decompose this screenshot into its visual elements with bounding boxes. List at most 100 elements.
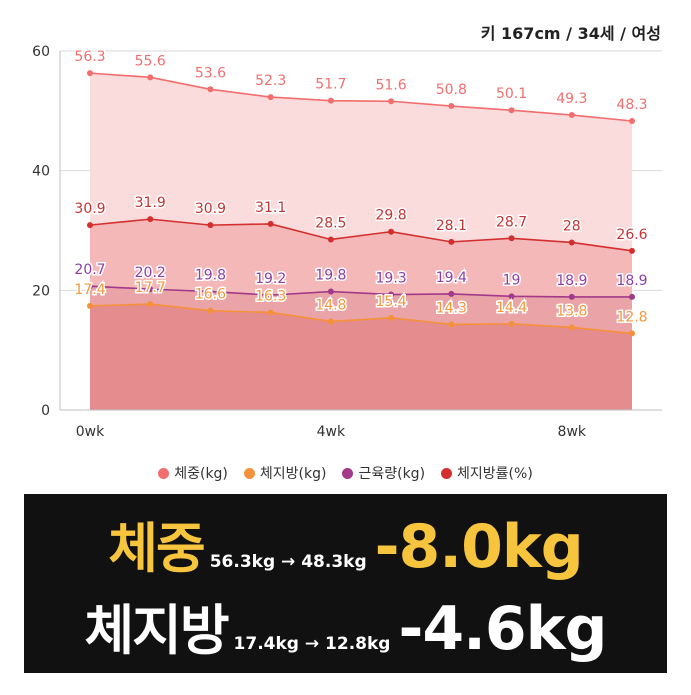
fat-summary-label: 체지방 (84, 599, 229, 662)
data-point (448, 238, 455, 245)
data-label: 14.4 (496, 300, 527, 316)
data-label: 20.2 (135, 265, 166, 281)
legend-item-body-fat: 체지방(kg) (243, 463, 327, 483)
data-label: 53.6 (195, 65, 226, 81)
data-label: 19.3 (376, 271, 407, 287)
data-point (448, 103, 455, 110)
weight-summary-range: 56.3kg → 48.3kg (209, 552, 367, 572)
data-point (327, 288, 334, 295)
data-label: 17.7 (135, 280, 166, 296)
series-line-1 (89, 218, 633, 252)
legend-label: 체지방(kg) (259, 466, 327, 482)
data-point (147, 74, 154, 81)
legend-label: 체중(kg) (174, 466, 228, 482)
data-point (508, 107, 515, 114)
summary-panel: 체중 56.3kg → 48.3kg -8.0kg 체지방 17.4kg → 1… (24, 494, 667, 673)
data-label: 14.8 (315, 297, 346, 313)
data-point (568, 112, 575, 119)
data-point (448, 321, 455, 328)
data-point (327, 97, 334, 104)
data-point (267, 220, 274, 227)
data-label: 48.3 (616, 97, 647, 113)
chart-subtitle: 키 167cm / 34세 / 여성 (480, 24, 661, 43)
legend-dot-icon (243, 467, 255, 479)
data-label: 28 (563, 218, 581, 234)
data-label: 30.9 (195, 201, 226, 217)
data-label: 28.5 (315, 215, 346, 231)
weight-summary-label: 체중 (108, 517, 205, 580)
legend-item-muscle: 근육량(kg) (342, 463, 425, 483)
x-tick-label: 0wk (76, 424, 105, 440)
data-label: 55.6 (135, 53, 166, 69)
data-point (87, 302, 93, 309)
y-tick-label: 40 (32, 164, 50, 180)
fat-summary-row: 체지방 17.4kg → 12.8kg -4.6kg (24, 586, 667, 665)
data-label: 18.9 (556, 273, 587, 289)
legend-item-weight: 체중(kg) (158, 463, 228, 483)
data-point (448, 290, 455, 297)
data-point (267, 94, 274, 101)
data-point (327, 236, 334, 243)
data-point (508, 293, 515, 300)
legend-label: 근육량(kg) (358, 466, 426, 482)
data-label: 28.1 (436, 218, 467, 234)
data-label: 17.4 (74, 282, 105, 298)
data-label: 18.9 (616, 273, 647, 289)
data-point (629, 118, 635, 125)
legend-item-body-fat-percent: 체지방률(%) (441, 463, 533, 483)
legend-dot-icon (342, 467, 354, 479)
data-label: 52.3 (255, 73, 286, 89)
data-point (568, 293, 575, 300)
data-label: 19 (503, 272, 521, 288)
fat-summary-delta: -4.6kg (398, 594, 607, 664)
x-tick-label: 8wk (558, 424, 587, 440)
data-point (508, 235, 515, 242)
data-point (388, 228, 395, 235)
data-label: 19.8 (315, 268, 346, 284)
chart-legend: 체중(kg) 체지방(kg) 근육량(kg) 체지방률(%) (0, 463, 691, 483)
data-point (207, 86, 214, 93)
legend-dot-icon (441, 467, 453, 479)
data-point (388, 314, 395, 321)
weight-summary-delta: -8.0kg (374, 512, 584, 582)
data-label: 19.4 (436, 270, 467, 286)
data-point (629, 330, 635, 337)
series-line-0 (89, 72, 633, 122)
body-composition-chart: 0 20 40 60 56.3 55.6 53.6 52.3 51.7 51.6 50.8 50.1 4… (32, 44, 662, 440)
data-label: 31.1 (255, 200, 286, 216)
data-label: 30.9 (74, 201, 105, 217)
data-point (327, 318, 334, 325)
data-label: 15.4 (376, 294, 407, 310)
data-label: 16.3 (255, 288, 286, 304)
data-label: 26.6 (616, 227, 647, 243)
data-point (388, 291, 395, 298)
data-label: 51.6 (376, 77, 407, 93)
area-fill-series-3 (90, 304, 632, 410)
data-label: 49.3 (556, 91, 587, 107)
fat-summary-range: 17.4kg → 12.8kg (233, 634, 391, 654)
legend-label: 체지방률(%) (457, 466, 533, 482)
data-point (267, 309, 274, 316)
data-point (87, 222, 93, 229)
data-label: 12.8 (616, 309, 647, 325)
data-point (508, 320, 515, 327)
data-point (629, 293, 635, 300)
data-point (568, 239, 575, 246)
data-label: 28.7 (496, 214, 527, 230)
data-label: 50.1 (496, 86, 527, 102)
data-point (87, 70, 93, 77)
data-point (147, 216, 154, 223)
data-point (207, 222, 214, 229)
data-label: 16.6 (195, 287, 226, 303)
data-label: 19.2 (255, 271, 286, 287)
data-point (568, 324, 575, 331)
y-tick-label: 20 (32, 283, 50, 299)
data-label: 51.7 (315, 77, 346, 93)
data-point (147, 286, 154, 293)
data-point (267, 292, 274, 299)
data-label: 19.8 (195, 268, 226, 284)
weight-summary-row: 체중 56.3kg → 48.3kg -8.0kg (24, 504, 667, 583)
data-label: 29.8 (376, 208, 407, 224)
data-point (388, 98, 395, 105)
data-point (207, 307, 214, 314)
